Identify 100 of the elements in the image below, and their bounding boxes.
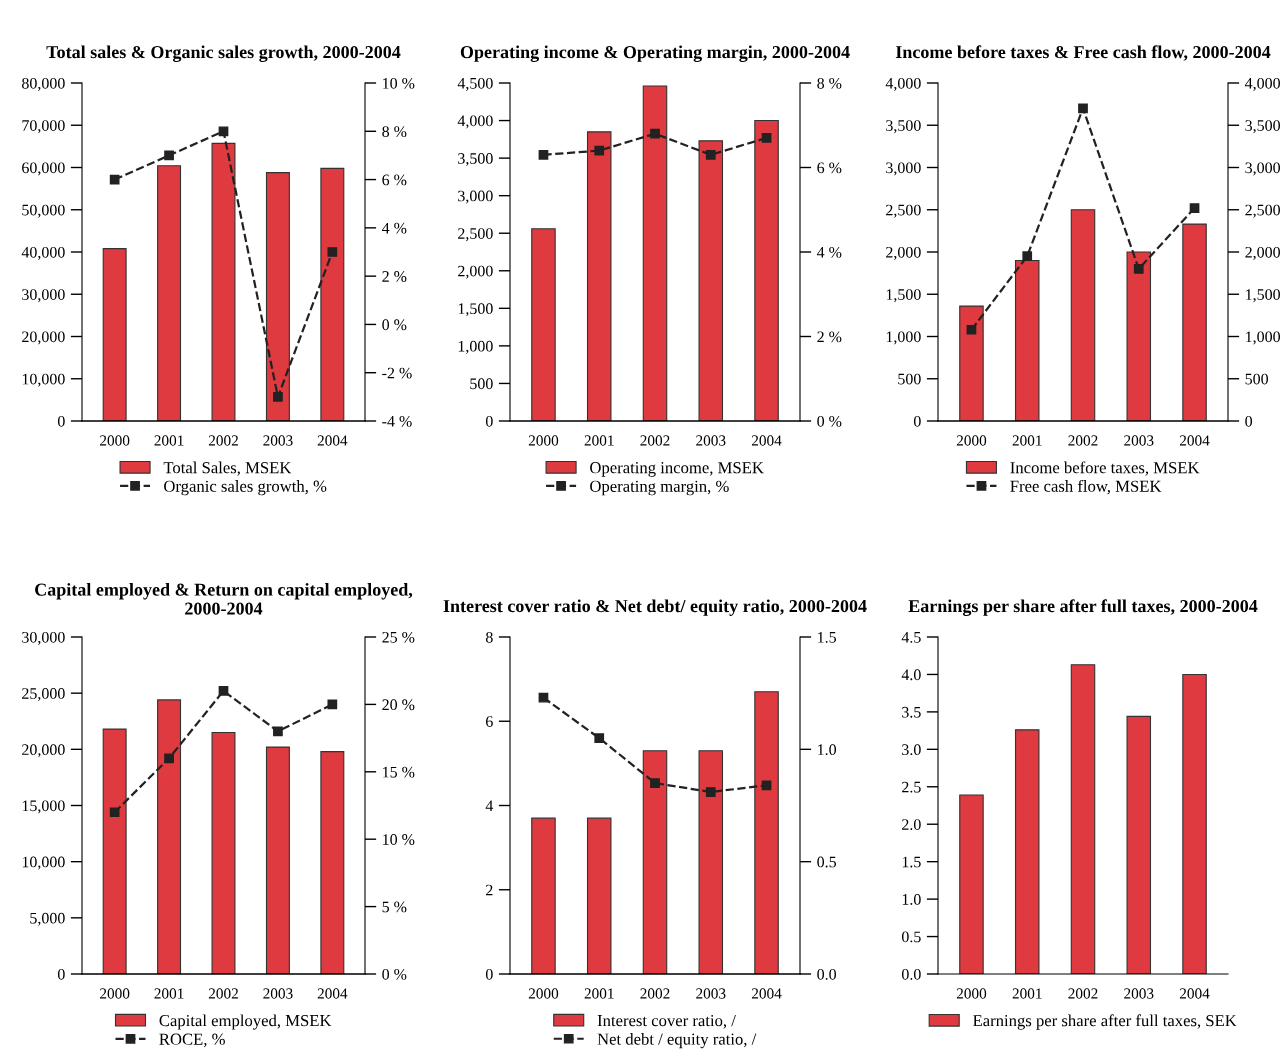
y-tick-label: 8 [485,631,493,643]
x-tick-label: 2000 [528,988,559,999]
bar [1070,209,1096,421]
y-tick-label: 4 [485,800,494,812]
y2-tick-label: 500 [1245,373,1269,385]
y-tick-label: 5,000 [30,912,65,926]
y-tick-label: 4,500 [457,77,493,91]
x-tick-label: 2003 [696,988,726,999]
y-tick-label: 3,000 [886,162,921,176]
y-tick-label: 2.5 [902,781,921,793]
y-tick-label: 25,000 [22,688,65,702]
chart-title: Capital employed & Return on capital employed, 2000-2004 [35,583,413,615]
x-tick-label: 2003 [263,435,293,446]
y-tick-label: 4.5 [901,632,921,643]
y-tick-label: 30,000 [22,631,65,645]
point [538,692,549,703]
x-tick-label: 2003 [696,435,726,446]
point [273,726,283,737]
y2-tick-label: -2 % [382,367,412,379]
x-tick-label: 2004 [317,435,348,446]
bar [320,751,345,974]
y2-tick-label: 2,000 [1245,246,1280,260]
bar [959,794,984,974]
point [164,753,174,764]
chart-title: Operating income & Operating margin, 2000-2004 [460,45,850,62]
x-tick-label: 2001 [584,435,614,446]
y-tick-label: 3,500 [886,120,921,134]
chart-title: Interest cover ratio & Net debt/ equity ratio, 2000-2004 [443,599,867,616]
bar [320,167,345,421]
legend-label: Interest cover ratio, / [597,1015,736,1029]
point [109,174,120,185]
bar [586,131,612,421]
y2-tick-label: 4,000 [1244,77,1280,91]
bar [1070,664,1096,974]
y-tick-label: 1,000 [458,340,493,354]
bar [754,120,779,421]
y-tick-label: 60,000 [22,162,65,176]
y-tick-label: 0.5 [901,931,921,943]
y2-tick-label: 1.5 [818,632,837,643]
point [650,778,660,788]
y-tick-label: 0 [485,415,493,427]
x-tick-label: 2001 [1012,435,1042,446]
bar [157,165,182,421]
point [218,686,229,696]
bar [1182,673,1207,974]
y-tick-label: 30,000 [22,289,65,303]
point [164,150,174,161]
y-tick-label: 1.5 [902,856,921,868]
point [761,780,772,791]
legend-label: Income before taxes, MSEK [1010,461,1200,476]
bar [754,691,779,974]
y2-tick-label: 6 % [382,174,407,186]
x-tick-label: 2001 [1012,988,1042,999]
y-tick-label: 2.0 [902,819,921,830]
y-tick-label: 50,000 [22,204,65,218]
bar [698,140,724,421]
y-tick-label: 40,000 [21,246,65,260]
bar [211,142,236,421]
y2-tick-label: 1,500 [1246,289,1280,303]
y2-tick-label: -4 % [382,415,412,427]
y2-tick-label: 2 % [382,271,407,282]
bar [531,228,556,421]
x-tick-label: 2001 [154,988,184,999]
y2-tick-label: 6 % [817,162,842,174]
bar [1014,729,1040,974]
y-tick-label: 2,000 [458,265,493,279]
bar [265,746,290,974]
y-tick-label: 1,500 [886,289,921,303]
point [327,699,338,710]
point [1022,251,1033,262]
x-tick-label: 2001 [584,988,614,999]
bar [1014,259,1040,421]
y-tick-label: 80,000 [22,77,65,91]
y2-tick-label: 25 % [382,631,415,643]
y2-tick-label: 2,500 [1245,204,1280,218]
y-tick-label: 3,000 [458,190,493,204]
y2-tick-label: 0 [1245,415,1253,427]
x-tick-label: 2002 [640,988,670,999]
legend-label: Organic sales growth, % [164,480,327,496]
x-tick-label: 2002 [1068,988,1098,999]
point [966,324,977,335]
y-tick-label: 2 [486,884,493,896]
bar [531,817,556,974]
bar [1126,251,1152,421]
x-tick-label: 2002 [640,435,670,446]
y-tick-label: 500 [898,373,921,385]
x-tick-label: 2003 [1124,988,1154,999]
y-tick-label: 4,000 [885,77,921,91]
x-tick-label: 2002 [1068,435,1098,446]
y2-tick-label: 8 % [382,126,407,138]
legend-label: Capital employed, MSEK [159,1014,332,1030]
y2-tick-label: 0 % [382,319,407,331]
chart-title: Earnings per share after full taxes, 2000-2004 [908,599,1258,616]
y2-tick-label: 20 % [382,699,415,711]
y2-tick-label: 5 % [382,901,407,913]
point [538,149,549,160]
y-tick-label: 4,000 [457,115,493,129]
point [761,133,772,143]
bar [102,728,127,974]
y-tick-label: 2,000 [886,246,921,260]
